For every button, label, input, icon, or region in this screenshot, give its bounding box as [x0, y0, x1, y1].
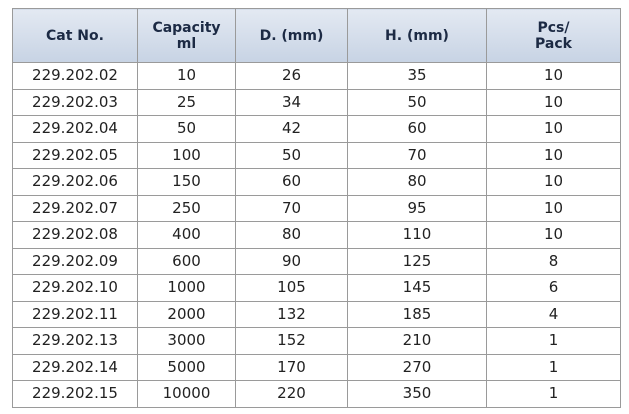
table-cell: 105 — [235, 274, 348, 302]
table-cell: 60 — [235, 168, 348, 196]
table-cell: 229.202.10 — [12, 274, 138, 302]
table-cell: 229.202.04 — [12, 115, 138, 143]
table-cell: 210 — [347, 327, 487, 355]
table-cell: 80 — [235, 221, 348, 249]
table-cell: 3000 — [137, 327, 236, 355]
table-cell: 1 — [486, 380, 621, 408]
table-cell: 220 — [235, 380, 348, 408]
table-cell: 26 — [235, 62, 348, 90]
table-cell: 250 — [137, 194, 236, 222]
table-cell: 10000 — [137, 380, 236, 408]
table-row: 229.202.13 3000 152 210 1 — [12, 327, 621, 355]
table-row: 229.202.14 5000 170 270 1 — [12, 353, 621, 381]
table-row: 229.202.04 50 42 60 10 — [12, 115, 621, 143]
table-row: 229.202.02 10 26 35 10 — [12, 62, 621, 90]
table-cell: 10 — [486, 88, 621, 116]
table-row: 229.202.08 400 80 110 10 — [12, 221, 621, 249]
header-cell: D. (mm) — [235, 8, 348, 63]
table-cell: 229.202.02 — [12, 62, 138, 90]
table-cell: 10 — [137, 62, 236, 90]
table-cell: 50 — [235, 141, 348, 169]
table-row: 229.202.06 150 60 80 10 — [12, 168, 621, 196]
table-cell: 10 — [486, 141, 621, 169]
table-cell: 2000 — [137, 300, 236, 328]
table-cell: 229.202.05 — [12, 141, 138, 169]
table-cell: 35 — [347, 62, 487, 90]
table-cell: 25 — [137, 88, 236, 116]
table-cell: 132 — [235, 300, 348, 328]
table-cell: 270 — [347, 353, 487, 381]
table-cell: 350 — [347, 380, 487, 408]
table-cell: 152 — [235, 327, 348, 355]
table-cell: 42 — [235, 115, 348, 143]
table-cell: 70 — [235, 194, 348, 222]
header-cell: Capacity ml — [137, 8, 236, 63]
table-cell: 170 — [235, 353, 348, 381]
table-cell: 229.202.06 — [12, 168, 138, 196]
table-cell: 229.202.11 — [12, 300, 138, 328]
table-cell: 229.202.07 — [12, 194, 138, 222]
table-cell: 400 — [137, 221, 236, 249]
table-cell: 10 — [486, 168, 621, 196]
table-cell: 50 — [347, 88, 487, 116]
table-header: Cat No. Capacity ml D. (mm) H. (mm) Pcs/ Pac… — [12, 8, 621, 63]
header-cell: H. (mm) — [347, 8, 487, 63]
table-row: 229.202.07 250 70 95 10 — [12, 194, 621, 222]
table-cell: 50 — [137, 115, 236, 143]
table-cell: 34 — [235, 88, 348, 116]
table-cell: 229.202.13 — [12, 327, 138, 355]
header-row: Cat No. Capacity ml D. (mm) H. (mm) Pcs/ Pac… — [12, 8, 621, 63]
table-cell: 10 — [486, 221, 621, 249]
table-cell: 110 — [347, 221, 487, 249]
spec-table: Cat No. Capacity ml D. (mm) H. (mm) Pcs/ Pac… — [12, 8, 621, 408]
table-cell: 229.202.15 — [12, 380, 138, 408]
table-cell: 1000 — [137, 274, 236, 302]
table-cell: 90 — [235, 247, 348, 275]
table-cell: 80 — [347, 168, 487, 196]
table-cell: 8 — [486, 247, 621, 275]
table-cell: 229.202.08 — [12, 221, 138, 249]
table-cell: 229.202.09 — [12, 247, 138, 275]
table-cell: 10 — [486, 115, 621, 143]
table-cell: 145 — [347, 274, 487, 302]
table-cell: 1 — [486, 327, 621, 355]
table-cell: 229.202.03 — [12, 88, 138, 116]
table-row: 229.202.03 25 34 50 10 — [12, 88, 621, 116]
table-cell: 10 — [486, 194, 621, 222]
table-row: 229.202.15 10000 220 350 1 — [12, 380, 621, 408]
table-cell: 70 — [347, 141, 487, 169]
table-row: 229.202.10 1000 105 145 6 — [12, 274, 621, 302]
table-cell: 125 — [347, 247, 487, 275]
table-row: 229.202.05 100 50 70 10 — [12, 141, 621, 169]
table-row: 229.202.11 2000 132 185 4 — [12, 300, 621, 328]
table-body: 229.202.02 10 26 35 10 229.202.03 25 34 50 10 229.… — [12, 62, 621, 408]
table-cell: 1 — [486, 353, 621, 381]
table-cell: 10 — [486, 62, 621, 90]
table-row: 229.202.09 600 90 125 8 — [12, 247, 621, 275]
table-cell: 150 — [137, 168, 236, 196]
header-cell: Pcs/ Pack — [486, 8, 621, 63]
table-cell: 229.202.14 — [12, 353, 138, 381]
table-cell: 60 — [347, 115, 487, 143]
table-cell: 4 — [486, 300, 621, 328]
table-cell: 6 — [486, 274, 621, 302]
header-cell: Cat No. — [12, 8, 138, 63]
table-cell: 600 — [137, 247, 236, 275]
table-cell: 95 — [347, 194, 487, 222]
table-cell: 185 — [347, 300, 487, 328]
table-cell: 100 — [137, 141, 236, 169]
table-cell: 5000 — [137, 353, 236, 381]
